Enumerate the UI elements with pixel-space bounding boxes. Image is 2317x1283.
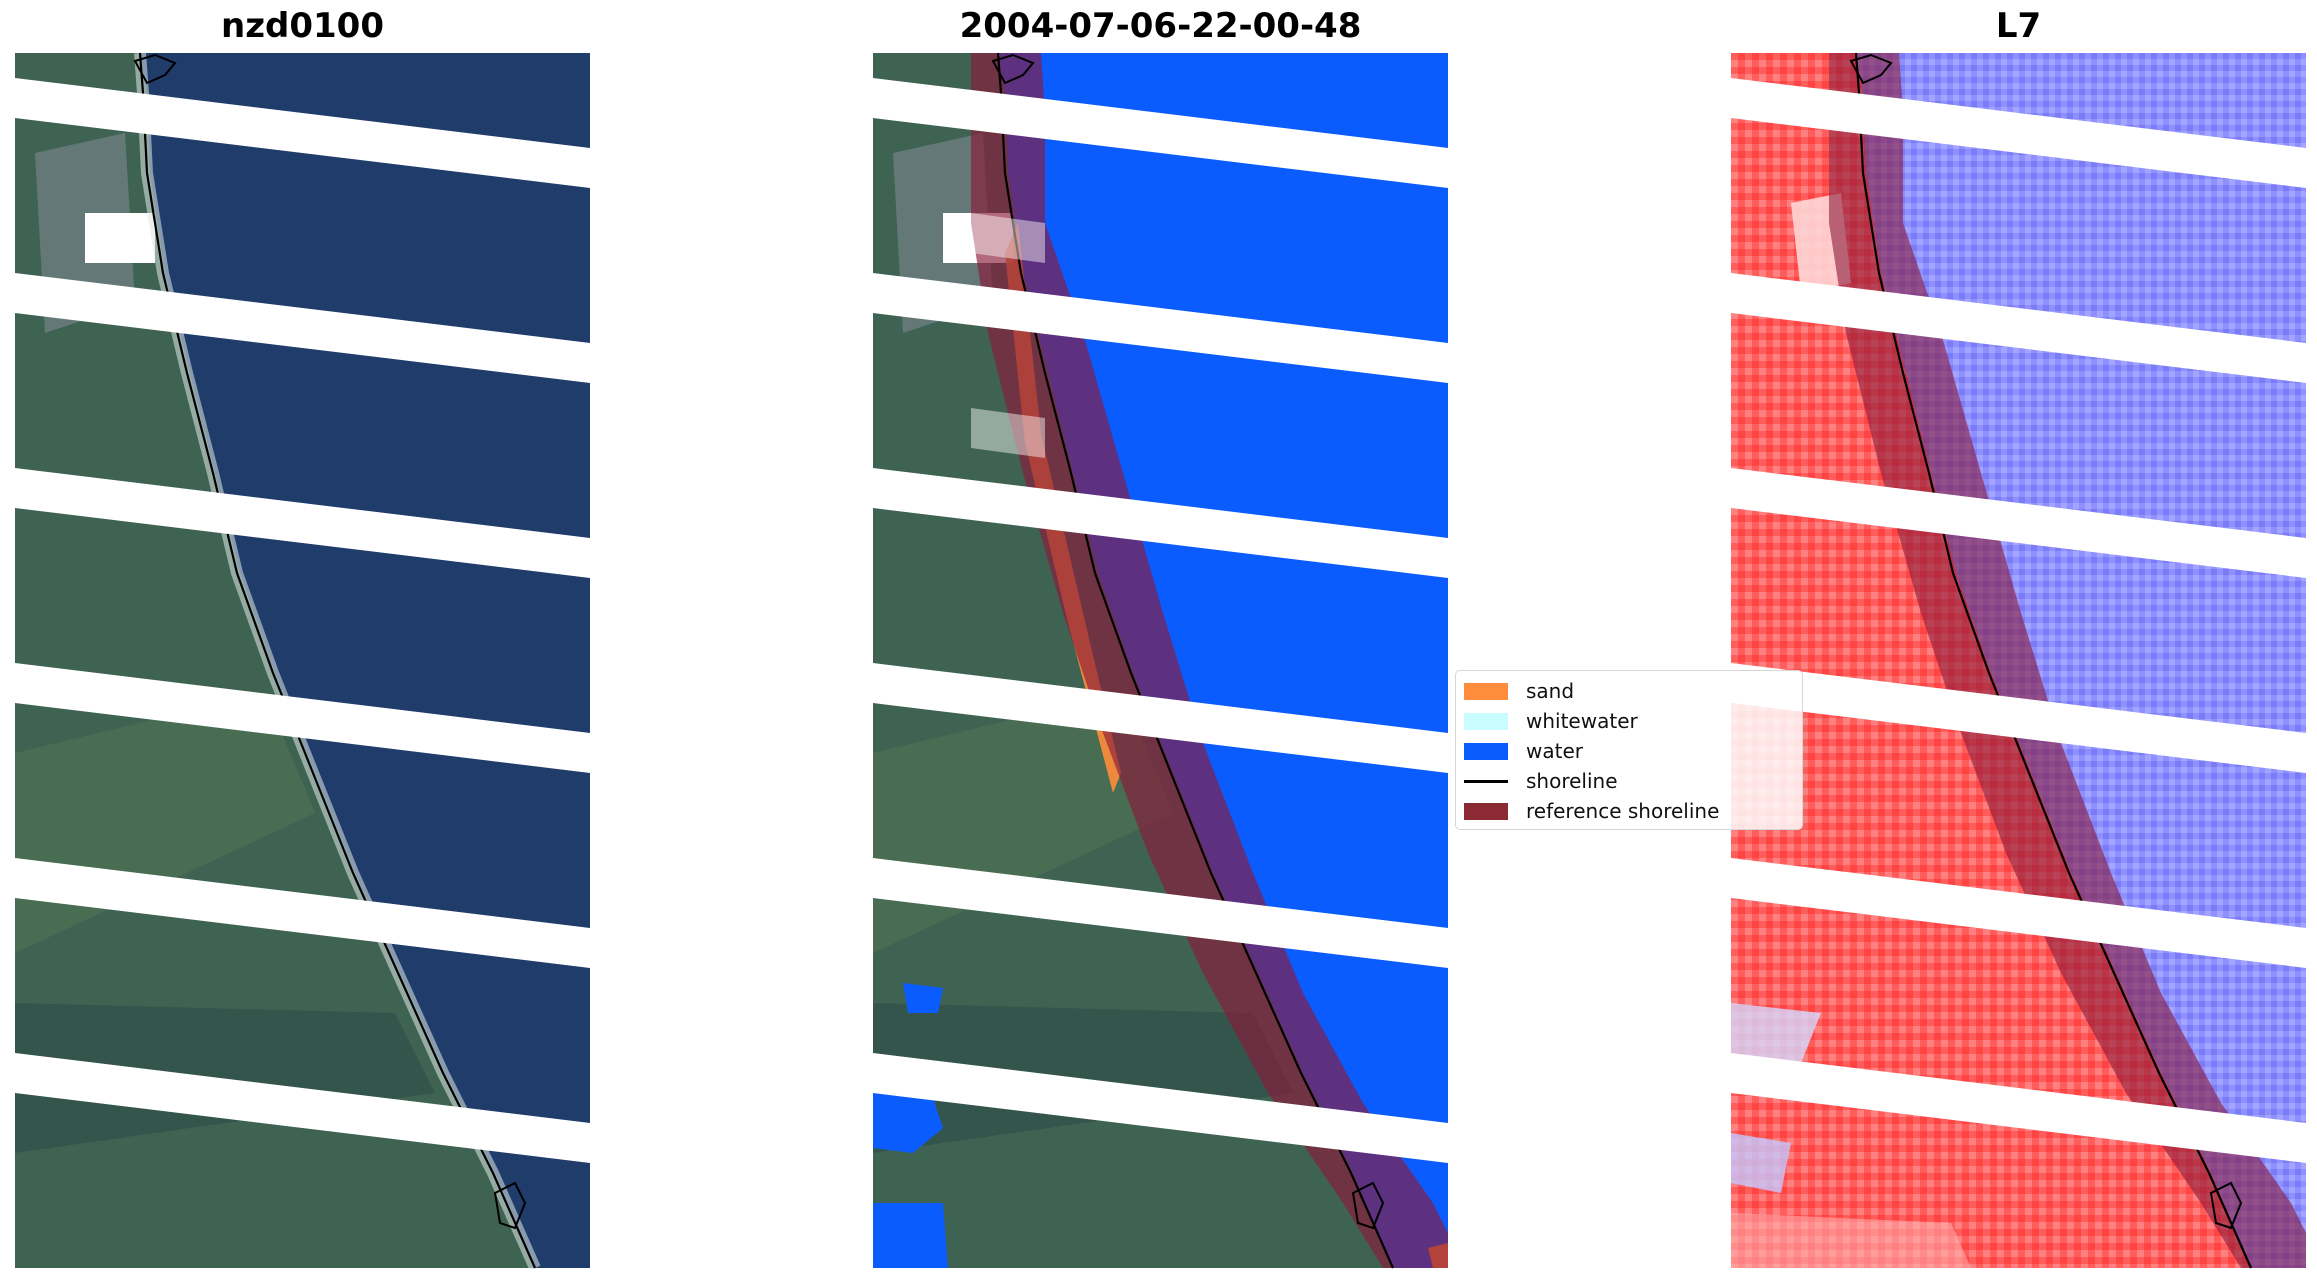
legend: sand whitewater water shoreline referenc… — [1455, 670, 1803, 830]
whitewater-swatch — [1464, 712, 1508, 730]
mndwi-panel — [1731, 51, 2306, 1270]
legend-label-shoreline: shoreline — [1526, 769, 1618, 793]
legend-item-sand: sand — [1464, 679, 1574, 703]
legend-item-whitewater: whitewater — [1464, 709, 1638, 733]
legend-label-reference-shoreline: reference shoreline — [1526, 799, 1720, 823]
legend-label-sand: sand — [1526, 679, 1575, 703]
legend-label-whitewater: whitewater — [1526, 709, 1638, 733]
classification-panel — [873, 51, 1448, 1270]
sand-swatch — [1464, 682, 1508, 700]
shoreline-line-swatch — [1464, 779, 1508, 783]
water-swatch — [1464, 742, 1508, 760]
rgb-image-panel — [15, 53, 590, 1268]
legend-item-water: water — [1464, 739, 1583, 763]
left-panel-title: nzd0100 — [221, 6, 384, 46]
right-panel-title: L7 — [1995, 6, 2042, 46]
reference-shoreline-swatch — [1464, 802, 1508, 820]
legend-label-water: water — [1526, 739, 1583, 763]
middle-panel-title: 2004-07-06-22-00-48 — [959, 6, 1362, 46]
legend-item-reference-shoreline: reference shoreline — [1464, 799, 1719, 823]
legend-item-shoreline: shoreline — [1464, 769, 1618, 793]
